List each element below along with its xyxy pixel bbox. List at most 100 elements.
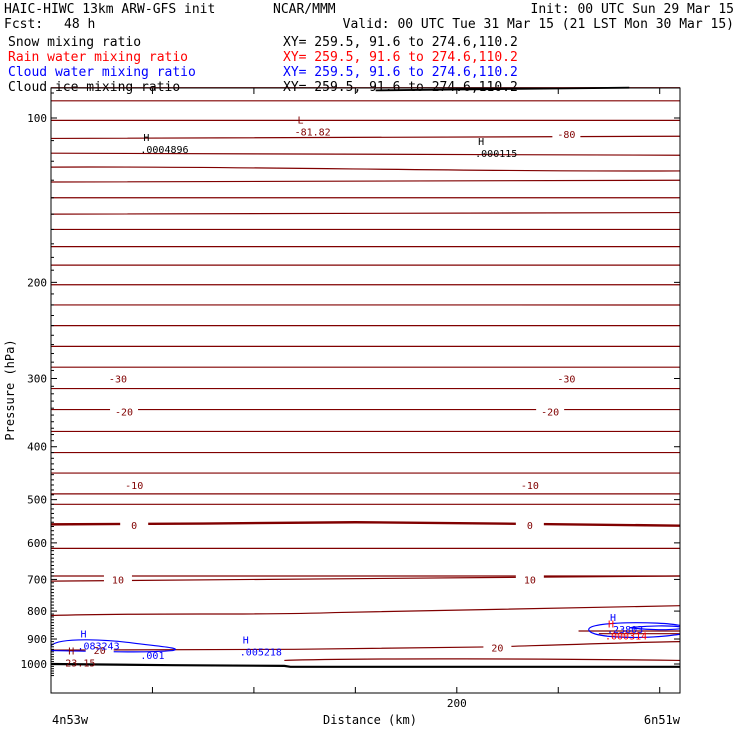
isotherm (50, 451, 681, 454)
extremum-marker: H (243, 635, 249, 646)
contour-label: 20 (491, 643, 503, 654)
isotherm (50, 245, 681, 248)
y-tick-label: 600 (27, 537, 47, 550)
right-endpoint-label: 6n51w (644, 713, 681, 727)
contour-label: -30 (109, 375, 127, 386)
isotherm (50, 152, 681, 156)
contour-label-bg (103, 573, 132, 585)
isotherm (284, 658, 681, 662)
isotherm (50, 304, 681, 306)
isotherm (50, 492, 681, 495)
valid-label: Valid: 00 UTC Tue 31 Mar 15 (21 LST Mon … (343, 17, 734, 32)
contour-label: 0 (131, 521, 137, 532)
extremum-marker: L (298, 116, 304, 127)
field-xy: XY= 259.5, 91.6 to 274.6,110.2 (283, 50, 518, 65)
extremum-marker: H (478, 137, 484, 148)
extremum-value: .0004896 (140, 145, 188, 156)
isotherm (50, 211, 681, 215)
isotherm (50, 166, 681, 172)
model-title: HAIC-HIWC 13km ARW-GFS init (4, 2, 215, 17)
cloud-water-contour (629, 625, 681, 631)
field-xy: XY= 259.5, 91.6 to 274.6,110.2 (283, 35, 518, 50)
field-name: Cloud water mixing ratio (8, 65, 196, 80)
contour-label-bg (515, 478, 544, 490)
field-legend: Snow mixing ratio XY= 259.5, 91.6 to 274.… (8, 35, 518, 95)
isotherm-zero (50, 521, 681, 527)
isotherm (50, 228, 681, 231)
y-tick-label: 500 (27, 494, 47, 507)
extremum-value: .005218 (240, 647, 282, 658)
extremum-value: .000115 (475, 149, 517, 160)
isotherm (50, 196, 681, 199)
contour-label-bg (515, 573, 544, 585)
y-tick-label: 900 (27, 633, 47, 646)
contour-label: -20 (541, 408, 559, 419)
contour-label: -20 (115, 408, 133, 419)
contour-label: 0 (527, 521, 533, 532)
y-tick-label: 1000 (21, 658, 48, 671)
contour-label-bg (120, 518, 149, 530)
extremum-value: 23.15 (65, 658, 95, 669)
contour-label-bg (120, 478, 149, 490)
plot-frame (50, 87, 681, 694)
contour-label-bg (110, 405, 139, 417)
fcst-label: Fcst: (4, 17, 43, 32)
isotherm (50, 99, 681, 102)
contour-label: 20 (94, 646, 106, 657)
y-tick-label: 300 (27, 373, 47, 386)
isotherm (50, 575, 681, 582)
contour-label-bg (85, 644, 114, 656)
contour-label-bg (552, 128, 581, 140)
field-name: Snow mixing ratio (8, 35, 141, 50)
extremum-value: -81.82 (295, 128, 331, 139)
extremum-marker: H (80, 630, 86, 641)
isotherm (50, 119, 681, 122)
isotherm (50, 641, 681, 651)
left-endpoint-label: 4n53w (52, 713, 89, 727)
extremum-value: .083243 (77, 642, 119, 653)
contours (50, 86, 681, 668)
cloud-water-label: .001 (140, 651, 164, 662)
y-tick-label: 400 (27, 441, 47, 454)
isotherm (50, 430, 681, 433)
contour-label: -10 (125, 481, 143, 492)
isotherm (50, 605, 681, 617)
extremum-marker: H (143, 133, 149, 144)
terrain-line (50, 662, 680, 668)
contour-label-bg (536, 405, 565, 417)
y-tick-label: 700 (27, 573, 47, 586)
contour-label: -30 (557, 375, 575, 386)
y-tick-label: 100 (27, 112, 47, 125)
org-label: NCAR/MMM (273, 2, 336, 17)
isotherm (50, 503, 681, 506)
isotherm (50, 387, 681, 390)
contour-label: -10 (521, 481, 539, 492)
isotherm (50, 408, 681, 411)
isotherm (50, 264, 681, 267)
isotherm (50, 135, 681, 140)
isotherm (50, 366, 681, 369)
extremum-marker: H (608, 620, 614, 631)
contour-label-bg (483, 641, 512, 653)
isotherm (50, 472, 681, 474)
contour-label: 10 (524, 575, 536, 586)
fcst-value: 48 h (64, 17, 95, 32)
x-axis-label: Distance (km) (323, 713, 417, 727)
cloud-water-contour (588, 622, 681, 638)
extremum-value: .23803 (607, 625, 643, 636)
contour-label-bg (552, 372, 581, 384)
extremum-value: .000314 (605, 632, 647, 643)
isotherm (50, 283, 681, 286)
extremum-marker: H (68, 646, 74, 657)
field-name: Rain water mixing ratio (8, 50, 188, 65)
isotherm (50, 547, 681, 550)
contour-label: -80 (557, 130, 575, 141)
contour-label-bg (103, 372, 132, 384)
contour-label: 10 (112, 575, 124, 586)
isotherm (50, 345, 681, 348)
field-xy: XY= 259.5, 91.6 to 274.6,110.2 (283, 65, 518, 80)
contour-label-bg (515, 518, 544, 530)
